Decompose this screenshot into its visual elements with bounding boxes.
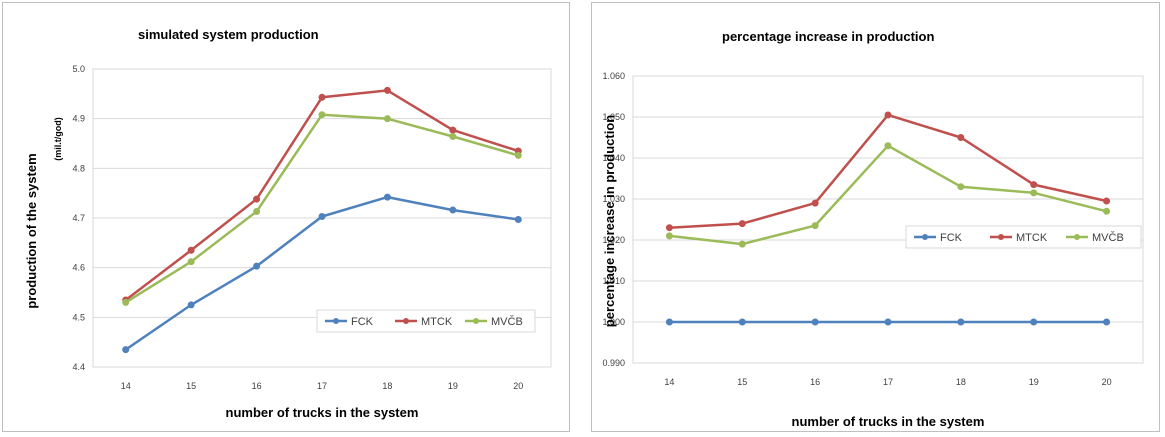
x-tick-label: 18 — [382, 381, 392, 391]
data-point — [885, 143, 891, 149]
legend-label-mvčb: MVČB — [1092, 231, 1124, 244]
y-tick-label: 0.990 — [602, 358, 625, 368]
data-point — [739, 319, 745, 325]
data-point — [319, 94, 325, 100]
data-point — [515, 216, 521, 222]
legend-label-fck: FCK — [940, 232, 963, 244]
data-point — [254, 196, 260, 202]
data-point — [188, 247, 194, 253]
y-tick-label: 4.8 — [72, 163, 85, 173]
data-point — [319, 214, 325, 220]
data-point — [885, 112, 891, 118]
data-point — [515, 152, 521, 158]
x-tick-label: 19 — [448, 381, 458, 391]
y-tick-label: 5.0 — [72, 64, 85, 74]
data-point — [384, 194, 390, 200]
x-tick-label: 14 — [664, 377, 674, 387]
data-point — [319, 112, 325, 118]
x-tick-label: 19 — [1029, 377, 1039, 387]
y-axis-title: percentage increase in production — [602, 115, 617, 327]
data-point — [666, 319, 672, 325]
data-point — [666, 225, 672, 231]
chart-title: percentage increase in production — [722, 29, 934, 44]
y-axis-unit: (mil.t/god) — [53, 117, 63, 161]
data-point — [450, 134, 456, 140]
data-point — [812, 319, 818, 325]
data-point — [812, 223, 818, 229]
data-point — [384, 116, 390, 122]
legend-label-mtck: MTCK — [421, 316, 453, 328]
y-tick-label: 1.060 — [602, 71, 625, 81]
data-point — [1104, 208, 1110, 214]
x-tick-label: 15 — [186, 381, 196, 391]
percentage-chart-svg: 0.9901.0001.0101.0201.0301.0401.0501.060… — [592, 3, 1161, 433]
x-tick-label: 16 — [252, 381, 262, 391]
data-point — [666, 233, 672, 239]
legend-marker — [473, 318, 479, 324]
x-tick-label: 18 — [956, 377, 966, 387]
legend-label-mvčb: MVČB — [491, 315, 523, 328]
y-tick-label: 4.7 — [72, 213, 85, 223]
data-point — [1031, 319, 1037, 325]
data-point — [958, 135, 964, 141]
x-tick-label: 16 — [810, 377, 820, 387]
legend-marker — [403, 318, 409, 324]
data-point — [123, 347, 129, 353]
data-point — [254, 263, 260, 269]
chart-panel-production: 4.4 4.5 4.6 4.7 4.8 4.9 5.0 14 15 16 17 18 19 20 simul… — [2, 2, 570, 432]
x-axis-title: number of trucks in the system — [792, 414, 985, 429]
x-tick-label: 17 — [883, 377, 893, 387]
data-point — [958, 319, 964, 325]
legend-marker — [333, 318, 339, 324]
production-chart-svg: 4.4 4.5 4.6 4.7 4.8 4.9 5.0 14 15 16 17 18 19 20 simul… — [3, 3, 571, 433]
y-tick-label: 4.9 — [72, 114, 85, 124]
data-point — [450, 207, 456, 213]
legend-marker — [998, 234, 1004, 240]
data-point — [739, 221, 745, 227]
x-tick-label: 15 — [737, 377, 747, 387]
data-point — [958, 184, 964, 190]
y-tick-label: 4.5 — [72, 312, 85, 322]
y-axis-title: production of the system — [24, 153, 39, 308]
data-point — [188, 302, 194, 308]
data-point — [1104, 319, 1110, 325]
data-point — [188, 259, 194, 265]
data-point — [1104, 198, 1110, 204]
y-tick-label: 4.4 — [72, 362, 85, 372]
data-point — [885, 319, 891, 325]
data-point — [1031, 190, 1037, 196]
data-point — [450, 127, 456, 133]
x-axis-title: number of trucks in the system — [226, 405, 419, 420]
legend-label-mtck: MTCK — [1016, 232, 1048, 244]
data-point — [1031, 182, 1037, 188]
data-point — [123, 299, 129, 305]
legend-label-fck: FCK — [351, 316, 374, 328]
data-point — [812, 200, 818, 206]
data-point — [254, 209, 260, 215]
legend-marker — [1074, 234, 1080, 240]
y-tick-label: 4.6 — [72, 263, 85, 273]
chart-panel-percentage: 0.990 1.000 1.010 1.020 1.030 1.040 1.050 1.060… — [591, 2, 1160, 432]
x-tick-label: 17 — [317, 381, 327, 391]
chart-title: simulated system production — [138, 27, 319, 42]
x-tick-label: 20 — [513, 381, 523, 391]
data-point — [739, 241, 745, 247]
legend-marker — [922, 234, 928, 240]
x-tick-label: 20 — [1102, 377, 1112, 387]
data-point — [384, 87, 390, 93]
x-tick-label: 14 — [121, 381, 131, 391]
